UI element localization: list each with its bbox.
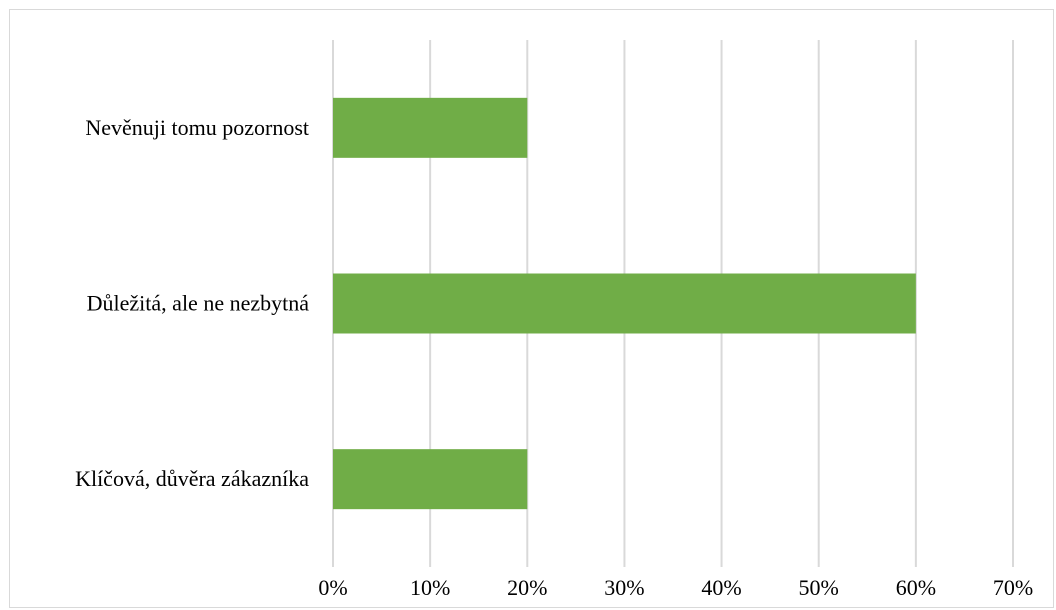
category-label: Důležitá, ale ne nezbytná (87, 291, 310, 316)
x-tick-label: 0% (318, 575, 347, 600)
x-tick-label: 20% (507, 575, 547, 600)
x-axis-tick-labels: 0% 10% 20% 30% 40% 50% 60% 70% (318, 575, 1033, 600)
bars (333, 97, 916, 510)
x-tick-label: 10% (410, 575, 450, 600)
category-labels: Nevěnuji tomu pozornost Důležitá, ale ne … (75, 115, 309, 491)
x-tick-label: 40% (701, 575, 741, 600)
bar (333, 449, 528, 510)
bar (333, 97, 528, 158)
x-tick-label: 50% (799, 575, 839, 600)
bar (333, 273, 916, 334)
x-tick-label: 70% (993, 575, 1033, 600)
category-label: Klíčová, důvěra zákazníka (75, 466, 309, 491)
x-tick-label: 60% (896, 575, 936, 600)
category-label: Nevěnuji tomu pozornost (85, 115, 309, 140)
x-tick-label: 30% (604, 575, 644, 600)
